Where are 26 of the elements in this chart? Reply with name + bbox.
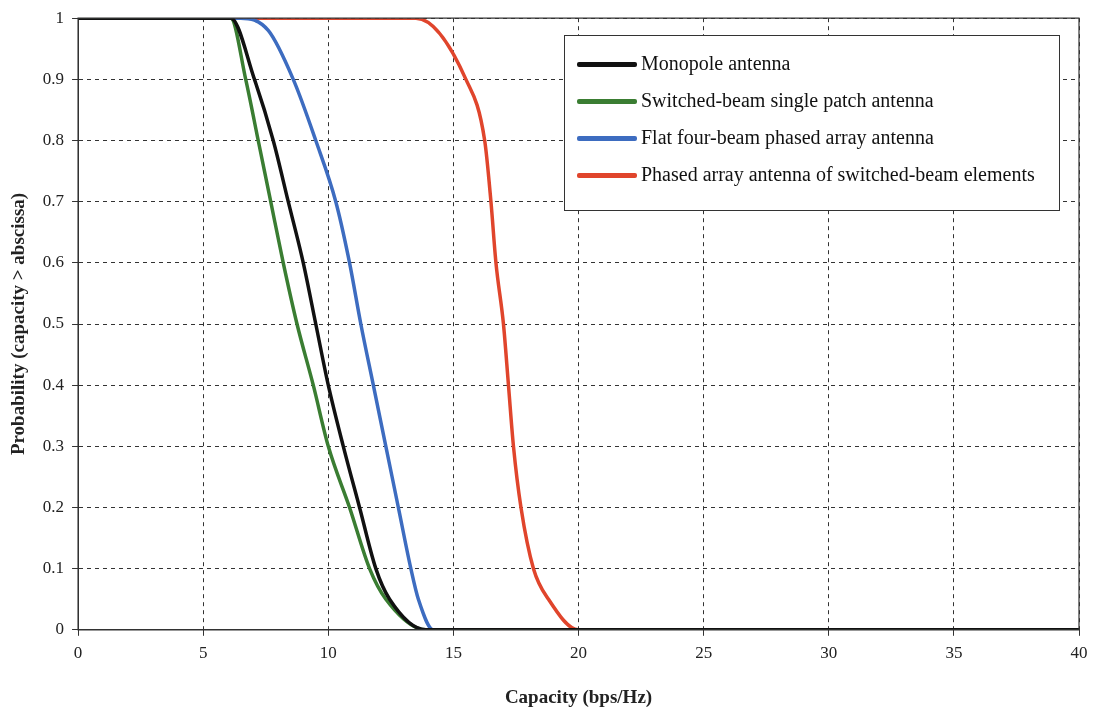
y-tick-label: 0.7: [42, 191, 65, 211]
x-tick-label: 40: [1070, 643, 1088, 663]
x-tick-label: 35: [945, 643, 963, 663]
y-tick-label: 0: [55, 619, 65, 639]
y-tick-label: 0.9: [42, 68, 65, 88]
x-tick-label: 25: [695, 643, 713, 663]
x-tick-label: 10: [319, 643, 337, 663]
y-tick-label: 0.8: [42, 129, 65, 149]
legend-label: Flat four-beam phased array antenna: [641, 126, 934, 149]
x-tick-label: 20: [570, 643, 588, 663]
y-tick-label: 0.6: [42, 252, 65, 272]
x-axis-title: Capacity (bps/Hz): [504, 685, 653, 708]
y-tick-label: 0.1: [42, 558, 65, 578]
x-tick-label: 5: [198, 643, 208, 663]
x-tick-label: 0: [73, 643, 83, 663]
y-tick-label: 0.4: [42, 374, 65, 394]
y-tick-label: 0.3: [42, 435, 65, 455]
y-axis-title: Probability (capacity > abscissa): [7, 192, 30, 456]
legend-label: Switched-beam single patch antenna: [641, 89, 934, 112]
legend-label: Monopole antenna: [641, 52, 791, 75]
y-tick-label: 1: [55, 7, 65, 27]
legend-label: Phased array antenna of switched-beam elements: [641, 163, 1035, 186]
y-tick-label: 0.5: [42, 313, 65, 333]
y-tick-label: 0.2: [42, 496, 65, 516]
x-tick-label: 30: [820, 643, 838, 663]
x-tick-label: 15: [444, 643, 462, 663]
